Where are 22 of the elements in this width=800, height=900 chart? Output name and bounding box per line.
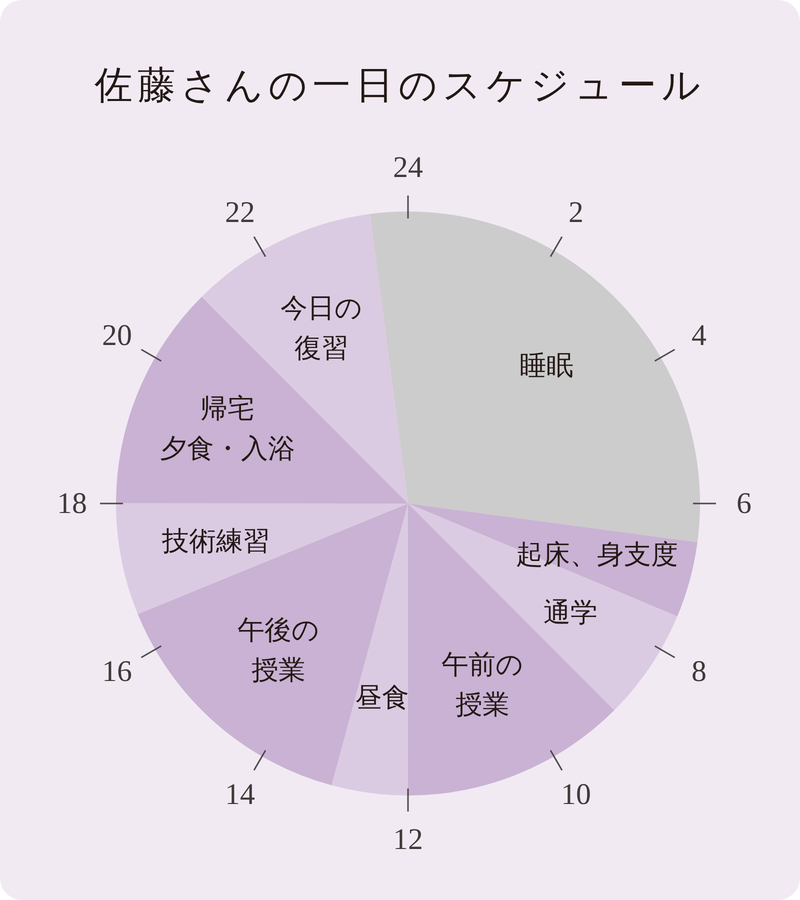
text: 20 xyxy=(102,319,132,352)
slice-label: 午後の授業 xyxy=(237,614,320,686)
text: 12 xyxy=(393,823,423,856)
text: 10 xyxy=(561,778,591,811)
text: 2 xyxy=(568,196,584,230)
slice-label: 今日の復習 xyxy=(280,292,363,364)
text: 14 xyxy=(225,778,255,811)
slice-label: 昼食 xyxy=(355,682,410,713)
chart-title: 佐藤さんの一日のスケジュール xyxy=(94,62,706,107)
slice-label: 帰宅夕食・入浴 xyxy=(160,392,295,464)
text: 22 xyxy=(225,196,255,230)
text: 8 xyxy=(691,655,706,688)
slice-label: 睡眠 xyxy=(519,350,574,381)
slice-label: 午前の授業 xyxy=(442,648,524,720)
text: 24 xyxy=(393,151,423,184)
text: 16 xyxy=(102,655,132,688)
slice-label: 技術練習 xyxy=(161,526,270,557)
slice-label: 起床、身支度 xyxy=(516,539,678,570)
text: 18 xyxy=(57,487,87,520)
text: 4 xyxy=(691,319,706,352)
slice-label: 通学 xyxy=(543,597,598,628)
text: 6 xyxy=(736,487,752,520)
